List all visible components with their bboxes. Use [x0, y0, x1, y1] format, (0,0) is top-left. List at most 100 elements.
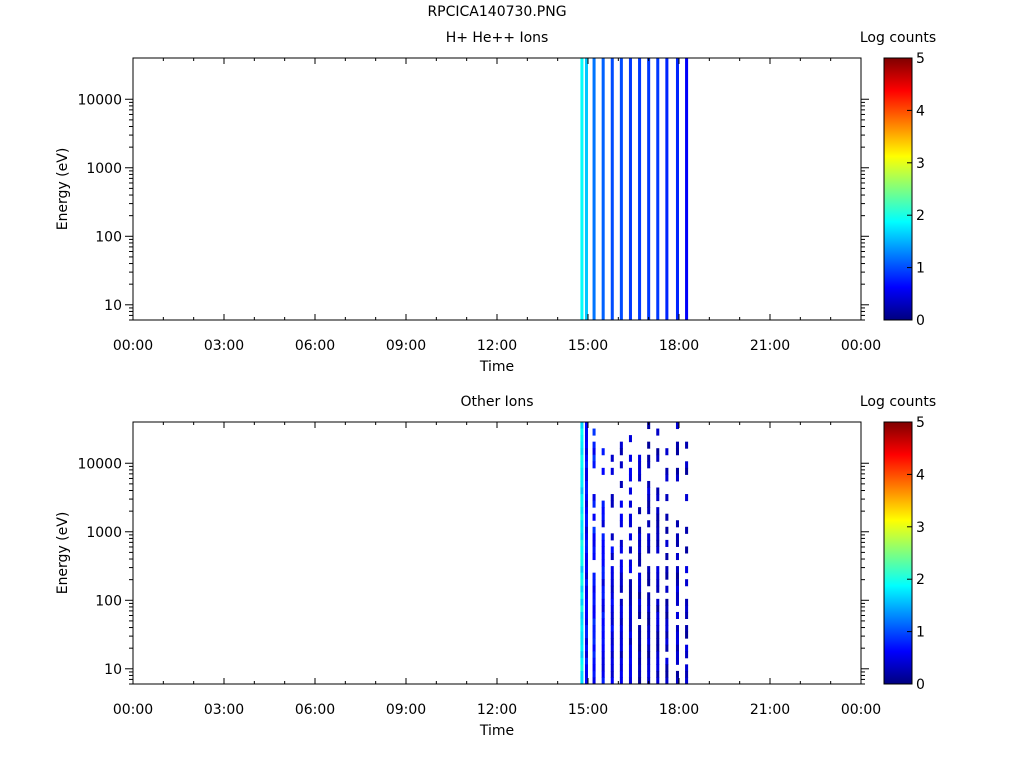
- data-cell: [584, 585, 588, 593]
- data-cell: [619, 461, 623, 469]
- data-cell: [584, 500, 588, 508]
- data-cell: [628, 500, 632, 508]
- data-cell: [685, 670, 689, 678]
- data-cell: [584, 526, 588, 534]
- data-cell: [580, 651, 584, 659]
- data-stripe: [628, 58, 632, 320]
- data-cell: [656, 546, 660, 554]
- data-cell: [638, 638, 642, 646]
- data-cell: [580, 553, 584, 561]
- data-cell: [610, 585, 614, 593]
- x-axis-label: Time: [479, 723, 514, 739]
- data-cell: [610, 566, 614, 574]
- data-cell: [592, 657, 596, 665]
- data-cell: [638, 644, 642, 652]
- data-cell: [638, 625, 642, 633]
- data-cell: [656, 533, 660, 541]
- data-cell: [656, 579, 660, 587]
- data-cell: [628, 487, 632, 495]
- data-cell: [619, 605, 623, 613]
- colorbar-tick-label: 5: [916, 415, 925, 431]
- data-cell: [647, 441, 651, 449]
- data-cell: [638, 553, 642, 561]
- data-cell: [647, 422, 651, 430]
- data-cell: [685, 611, 689, 619]
- data-cell: [628, 435, 632, 443]
- data-cell: [675, 579, 679, 587]
- data-cell: [685, 598, 689, 606]
- data-cell: [584, 487, 588, 495]
- data-cell: [628, 625, 632, 633]
- plot-frame: [132, 421, 862, 685]
- data-cell: [628, 467, 632, 475]
- data-cell: [638, 592, 642, 600]
- data-cell: [647, 579, 651, 587]
- x-tick-label: 15:00: [568, 338, 608, 354]
- data-cell: [610, 592, 614, 600]
- data-cell: [638, 474, 642, 482]
- data-cell: [685, 644, 689, 652]
- data-cell: [628, 631, 632, 639]
- data-cell: [647, 631, 651, 639]
- data-cell: [601, 533, 605, 541]
- data-cell: [665, 448, 669, 456]
- y-tick-label: 1000: [86, 161, 122, 177]
- data-cell: [656, 605, 660, 613]
- data-cell: [601, 553, 605, 561]
- data-cell: [601, 664, 605, 672]
- data-cell: [584, 618, 588, 626]
- data-cell: [580, 559, 584, 567]
- data-cell: [628, 638, 632, 646]
- data-cell: [601, 644, 605, 652]
- data-cell: [647, 625, 651, 633]
- data-cell: [619, 448, 623, 456]
- data-cell: [628, 559, 632, 567]
- data-cell: [647, 480, 651, 488]
- data-cell: [647, 546, 651, 554]
- data-cell: [592, 461, 596, 469]
- data-cell: [601, 598, 605, 606]
- data-cell: [656, 526, 660, 534]
- data-cell: [610, 553, 614, 561]
- data-cell: [638, 546, 642, 554]
- data-stripe: [610, 58, 614, 320]
- data-cell: [638, 454, 642, 462]
- colorbar-tick-label: 2: [916, 572, 925, 588]
- data-cell: [619, 677, 623, 685]
- y-tick-label: 100: [95, 593, 122, 609]
- data-cell: [584, 572, 588, 580]
- data-cell: [584, 625, 588, 633]
- data-cell: [592, 579, 596, 587]
- data-cell: [675, 670, 679, 678]
- data-cell: [656, 651, 660, 659]
- data-cell: [656, 585, 660, 593]
- data-cell: [592, 585, 596, 593]
- data-cell: [580, 657, 584, 665]
- data-cell: [628, 677, 632, 685]
- data-cell: [685, 441, 689, 449]
- data-cell: [675, 625, 679, 633]
- data-cell: [601, 670, 605, 678]
- data-stripe: [647, 58, 651, 320]
- data-cell: [656, 520, 660, 528]
- x-tick-label: 06:00: [295, 338, 335, 354]
- data-cell: [601, 631, 605, 639]
- data-cell: [665, 526, 669, 534]
- data-cell: [592, 539, 596, 547]
- data-cell: [685, 526, 689, 534]
- colorbar-label: Log counts: [860, 30, 936, 46]
- data-cell: [665, 605, 669, 613]
- data-cell: [656, 566, 660, 574]
- data-cell: [675, 657, 679, 665]
- data-cell: [592, 526, 596, 534]
- x-tick-label: 18:00: [659, 338, 699, 354]
- y-tick-label: 10: [104, 662, 122, 678]
- y-tick-label: 10: [104, 298, 122, 314]
- data-cell: [638, 631, 642, 639]
- chart-panel-1: H+ He++ Ions 00:00 03:00 06:00 09:00 12:00 15:…: [55, 30, 936, 375]
- data-cell: [580, 677, 584, 685]
- data-cell: [580, 539, 584, 547]
- data-cell: [584, 441, 588, 449]
- y-tick-label: 10000: [77, 92, 122, 108]
